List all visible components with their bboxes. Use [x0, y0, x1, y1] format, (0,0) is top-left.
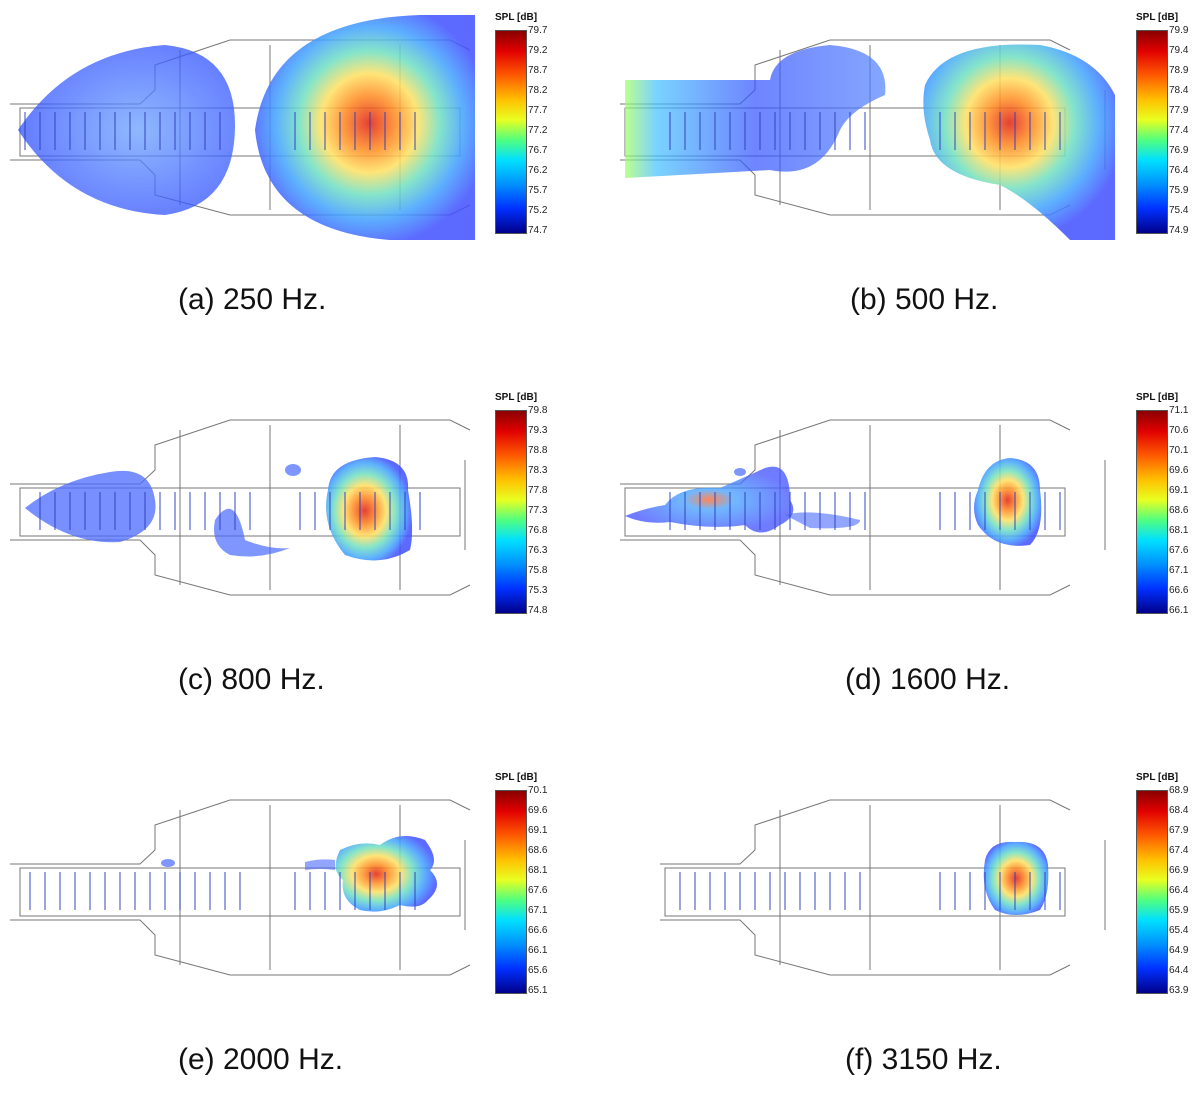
- colorbar-tick: 64.9: [1169, 945, 1189, 956]
- colorbar-tick: 66.1: [528, 945, 548, 956]
- colorbar-title: SPL [dB]: [1136, 772, 1179, 783]
- colorbar-tick: 70.1: [528, 785, 548, 796]
- colorbar-tick: 76.9: [1169, 145, 1189, 156]
- colorbar-tick: 75.8: [528, 565, 548, 576]
- colorbar-gradient: [495, 410, 527, 614]
- colorbar-tick: 66.4: [1169, 885, 1189, 896]
- colorbar-title: SPL [dB]: [1136, 392, 1179, 403]
- caption-b: (b) 500 Hz.: [850, 283, 999, 316]
- colorbar-tick: 79.2: [528, 45, 548, 56]
- panel-e: SPL [dB] 70.1 69.6 69.1 68.6 68.1 67.6 6…: [0, 760, 600, 1117]
- colorbar-tick: 67.6: [528, 885, 548, 896]
- colorbar-tick: 65.6: [528, 965, 548, 976]
- colorbar-tick: 69.1: [528, 825, 548, 836]
- colorbar-tick: 77.7: [528, 105, 548, 116]
- colorbar-tick: 67.1: [1169, 565, 1189, 576]
- colorbar-tick: 70.6: [1169, 425, 1189, 436]
- colorbar-tick: 77.9: [1169, 105, 1189, 116]
- colorbar-gradient: [1136, 790, 1168, 994]
- colorbar-tick: 74.8: [528, 605, 548, 616]
- colorbar-tick: 68.1: [528, 865, 548, 876]
- caption-c: (c) 800 Hz.: [178, 663, 325, 696]
- colorbar-tick: 68.9: [1169, 785, 1189, 796]
- caption-d: (d) 1600 Hz.: [845, 663, 1011, 696]
- colorbar-tick: 67.4: [1169, 845, 1189, 856]
- colorbar-tick: 66.6: [528, 925, 548, 936]
- colorbar-tick: 78.7: [528, 65, 548, 76]
- colorbar-tick: 66.1: [1169, 605, 1189, 616]
- colorbar-tick: 63.9: [1169, 985, 1189, 996]
- colorbar-tick: 68.4: [1169, 805, 1189, 816]
- colorbar-tick: 76.4: [1169, 165, 1189, 176]
- contour-plot-b: [620, 39, 1115, 240]
- caption-f: (f) 3150 Hz.: [845, 1043, 1002, 1076]
- colorbar-tick: 69.6: [528, 805, 548, 816]
- colorbar-tick: 76.7: [528, 145, 548, 156]
- panel-a: SPL [dB] 79.7 79.2 78.7 78.2 77.7 77.2 7…: [0, 0, 600, 357]
- colorbar-tick: 79.3: [528, 425, 548, 436]
- colorbar-gradient: [1136, 30, 1168, 234]
- colorbar-tick: 68.1: [1169, 525, 1189, 536]
- colorbar-tick: 75.2: [528, 205, 548, 216]
- colorbar-tick: 79.4: [1169, 45, 1189, 56]
- colorbar-tick: 65.4: [1169, 925, 1189, 936]
- colorbar-title: SPL [dB]: [1136, 12, 1179, 23]
- colorbar-tick: 77.2: [528, 125, 548, 136]
- colorbar-tick: 74.9: [1169, 225, 1189, 236]
- colorbar-tick: 75.4: [1169, 205, 1189, 216]
- colorbar-tick: 68.6: [1169, 505, 1189, 516]
- colorbar-tick: 71.1: [1169, 405, 1189, 416]
- colorbar-tick: 67.6: [1169, 545, 1189, 556]
- colorbar-tick: 70.1: [1169, 445, 1189, 456]
- colorbar-gradient: [1136, 410, 1168, 614]
- colorbar-tick: 78.4: [1169, 85, 1189, 96]
- colorbar-tick: 75.3: [528, 585, 548, 596]
- colorbar-tick: 78.3: [528, 465, 548, 476]
- colorbar-tick: 77.3: [528, 505, 548, 516]
- colorbar-tick: 77.8: [528, 485, 548, 496]
- colorbar-title: SPL [dB]: [495, 12, 538, 23]
- colorbar-tick: 78.8: [528, 445, 548, 456]
- colorbar-gradient: [495, 790, 527, 994]
- colorbar-tick: 78.9: [1169, 65, 1189, 76]
- caption-a: (a) 250 Hz.: [178, 283, 327, 316]
- colorbar-tick: 66.6: [1169, 585, 1189, 596]
- panel-c: SPL [dB] 79.8 79.3 78.8 78.3 77.8 77.3 7…: [0, 380, 600, 737]
- panel-f: SPL [dB] 68.9 68.4 67.9 67.4 66.9 66.4 6…: [600, 760, 1200, 1117]
- colorbar-tick: 67.9: [1169, 825, 1189, 836]
- colorbar-tick: 76.3: [528, 545, 548, 556]
- contour-plot-c: [10, 419, 471, 596]
- colorbar-tick: 74.7: [528, 225, 548, 236]
- colorbar-tick: 76.8: [528, 525, 548, 536]
- colorbar-tick: 77.4: [1169, 125, 1189, 136]
- colorbar-tick: 68.6: [528, 845, 548, 856]
- colorbar-tick: 65.9: [1169, 905, 1189, 916]
- colorbar-tick: 79.8: [528, 405, 548, 416]
- colorbar-tick: 75.9: [1169, 185, 1189, 196]
- colorbar-tick: 78.2: [528, 85, 548, 96]
- colorbar-tick: 67.1: [528, 905, 548, 916]
- colorbar-tick: 75.7: [528, 185, 548, 196]
- colorbar-tick: 64.4: [1169, 965, 1189, 976]
- colorbar-tick: 65.1: [528, 985, 548, 996]
- colorbar-tick: 66.9: [1169, 865, 1189, 876]
- contour-plot-a: [10, 15, 475, 240]
- contour-plot-f: [660, 799, 1106, 976]
- contour-plot-e: [10, 799, 471, 976]
- colorbar-tick: 79.7: [528, 25, 548, 36]
- colorbar-gradient: [495, 30, 527, 234]
- colorbar-tick: 69.6: [1169, 465, 1189, 476]
- panel-b: SPL [dB] 79.9 79.4 78.9 78.4 77.9 77.4 7…: [600, 0, 1200, 357]
- panel-d: SPL [dB] 71.1 70.6 70.1 69.6 69.1 68.6 6…: [600, 380, 1200, 737]
- contour-plot-d: [620, 419, 1106, 596]
- colorbar-tick: 76.2: [528, 165, 548, 176]
- caption-e: (e) 2000 Hz.: [178, 1043, 344, 1076]
- colorbar-tick: 79.9: [1169, 25, 1189, 36]
- colorbar-title: SPL [dB]: [495, 392, 538, 403]
- colorbar-title: SPL [dB]: [495, 772, 538, 783]
- colorbar-tick: 69.1: [1169, 485, 1189, 496]
